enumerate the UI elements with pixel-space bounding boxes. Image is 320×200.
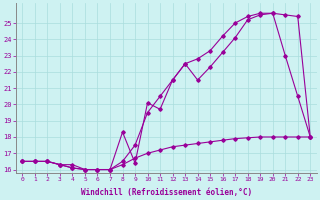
X-axis label: Windchill (Refroidissement éolien,°C): Windchill (Refroidissement éolien,°C) (81, 188, 252, 197)
